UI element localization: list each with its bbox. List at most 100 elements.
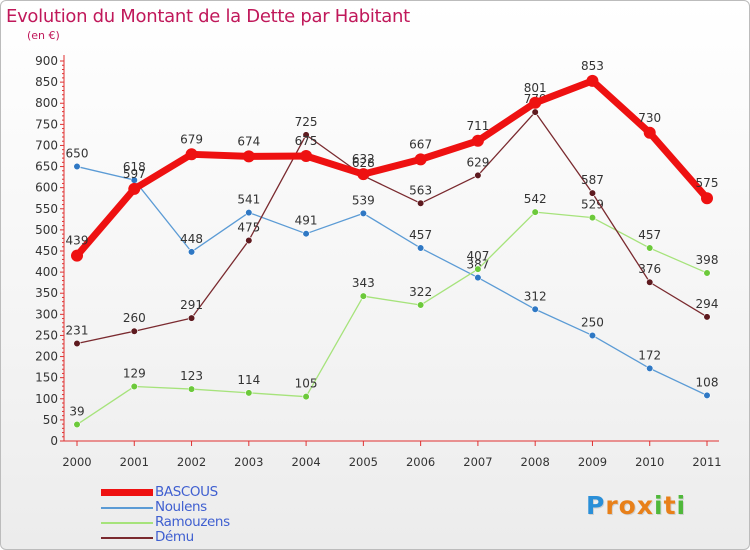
data-point-d-mu [130,327,138,335]
logo-letter: r [605,491,619,520]
y-tick-label: 400 [35,265,58,279]
data-label-ramouzens: 39 [69,405,84,419]
y-tick-label: 850 [35,75,58,89]
legend-item-noulens: Noulens [101,500,230,515]
data-label-bascous: 575 [696,176,719,190]
data-point-ramouzens [302,393,310,401]
data-label-ramouzens: 457 [638,228,661,242]
y-tick-label: 300 [35,307,58,321]
legend-label-ramouzens: Ramouzens [155,514,230,530]
data-label-d-mu: 260 [123,311,146,325]
data-point-bascous [414,153,427,166]
logo-letter: P [586,491,606,520]
data-point-noulens [703,391,711,400]
data-label-noulens: 618 [123,160,146,174]
data-label-bascous: 667 [409,137,432,151]
data-point-d-mu [703,313,711,321]
legend-swatch-d-mu [101,536,153,539]
data-point-ramouzens [588,214,597,222]
legend-swatch-noulens [101,506,153,509]
data-label-noulens: 312 [524,289,547,303]
data-point-d-mu [646,278,654,286]
data-label-ramouzens: 398 [696,253,719,267]
y-tick-label: 650 [35,160,58,174]
data-point-d-mu [588,189,597,197]
data-label-ramouzens: 322 [409,285,432,299]
data-point-bascous [701,192,713,205]
data-point-ramouzens [130,382,138,391]
data-label-bascous: 801 [524,81,547,95]
data-point-noulens [359,209,367,218]
data-point-bascous [529,96,542,109]
x-tick-label: 2006 [406,455,435,469]
x-tick-label: 2001 [120,455,149,469]
data-point-bascous [471,134,484,147]
series-line-noulens [76,165,708,397]
data-point-noulens [245,208,253,217]
data-point-noulens [531,305,539,313]
data-label-bascous: 679 [180,132,203,146]
data-label-noulens: 172 [638,348,661,362]
y-tick-label: 800 [35,96,58,110]
data-label-ramouzens: 105 [295,377,318,391]
logo-letter: x [636,491,654,520]
data-label-noulens: 491 [295,214,318,228]
data-label-d-mu: 294 [696,297,719,311]
data-point-ramouzens [646,244,654,252]
data-point-ramouzens [531,208,539,216]
y-tick-label: 0 [50,434,58,448]
data-point-d-mu [73,339,81,348]
logo-letter: t [663,491,677,520]
data-point-noulens [73,162,81,171]
data-point-noulens [474,274,482,282]
x-tick-label: 2010 [635,455,664,469]
legend-swatch-ramouzens [101,521,153,524]
logo-letter: o [618,491,637,520]
y-tick-label: 900 [35,54,58,68]
data-label-noulens: 650 [66,147,89,161]
data-point-bascous [71,249,83,262]
data-label-noulens: 448 [180,232,203,246]
x-tick-label: 2009 [578,455,607,469]
data-point-d-mu [302,131,310,139]
data-label-d-mu: 231 [66,323,89,337]
data-label-bascous: 711 [466,119,489,133]
data-point-bascous [643,126,656,139]
x-tick-label: 2007 [463,455,492,469]
data-point-noulens [588,331,597,340]
data-label-d-mu: 725 [295,115,318,129]
data-label-noulens: 539 [352,193,375,207]
y-tick-label: 550 [35,202,58,216]
data-point-bascous [128,182,141,195]
y-tick-label: 750 [35,117,58,131]
legend-item-ramouzens: Ramouzens [101,515,230,530]
data-label-ramouzens: 129 [123,367,146,381]
data-point-noulens [302,230,310,238]
x-tick-label: 2002 [177,455,206,469]
data-point-ramouzens [703,269,711,277]
y-tick-label: 450 [35,244,58,258]
data-label-ramouzens: 114 [237,373,260,387]
data-point-bascous [242,150,255,163]
series-line-ramouzens [76,211,708,426]
logo-letter: i [676,491,687,520]
data-label-d-mu: 629 [466,155,489,169]
data-label-bascous: 632 [352,152,375,166]
data-label-ramouzens: 343 [352,276,375,290]
legend-label-bascous: BASCOUS [155,484,218,500]
data-label-ramouzens: 407 [466,249,489,263]
series-line-bascous [73,77,711,260]
y-tick-label: 600 [35,181,58,195]
chart-legend: BASCOUS Noulens Ramouzens Dému [101,485,230,545]
y-tick-label: 150 [35,371,58,385]
y-tick-label: 250 [35,328,58,342]
data-label-ramouzens: 123 [180,369,203,383]
data-label-d-mu: 475 [237,220,260,234]
data-point-bascous [586,74,599,87]
data-point-d-mu [417,199,425,207]
data-label-noulens: 457 [409,228,432,242]
data-point-ramouzens [359,292,367,300]
data-point-ramouzens [245,389,253,397]
